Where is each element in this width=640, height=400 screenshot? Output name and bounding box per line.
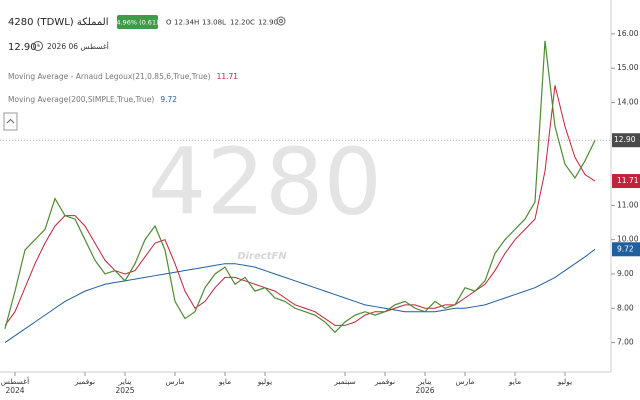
brand: DirectFN [237,251,287,262]
ma-badge [612,174,640,189]
y-tick-label: 8.00 [617,303,634,312]
chevron-icon [6,118,15,124]
price-badge-text: 12.90 [614,135,636,144]
legend-value: 11.71 [217,72,239,81]
y-tick-label: 7.00 [617,338,634,347]
ohlc-label: H [194,19,199,27]
price: 12.90 [8,42,37,53]
ma-badge-text: 9.72 [617,244,634,253]
x-tick-label: مارس [455,377,474,386]
legend-value: 9.72 [160,95,177,104]
watermark: 4280 [148,128,382,235]
price-line [4,40,596,334]
clock-icon [33,41,43,51]
chart-title: 4280 (TDWL) المملكة [8,17,108,28]
ohlc-value: 12.20 [230,19,250,27]
price-badge [612,133,640,148]
y-tick-label: 14.00 [617,98,639,107]
collapse-button[interactable] [3,112,18,131]
y-tick-label: 10.00 [617,235,639,244]
ma-badge-text: 11.71 [617,176,639,185]
x-tick-label: مايو [508,377,521,386]
y-tick-label: 16.00 [617,29,639,38]
ohlc-label: O [166,19,172,27]
ohlc-value: 12.90 [258,19,278,27]
ma-line [4,85,596,326]
ohlc-value: 12.34 [174,19,195,27]
change-badge [117,15,158,29]
y-tick-label: 11.00 [617,200,639,209]
x-tick-label: يناير 2026 [415,377,434,395]
legend-label: Moving Average - Arnaud Legoux(21,0.85,6… [8,72,211,81]
x-tick-label: مارس [165,377,184,386]
y-tick-label: 9.00 [617,269,634,278]
y-tick-label: 15.00 [617,63,639,72]
settings-icon[interactable] [276,16,286,26]
x-tick-label: يوليو [557,377,572,386]
x-tick-label: سبتمبر [333,377,356,386]
x-tick-label: مايو [218,377,231,386]
ohlc-label: C [250,19,255,27]
date: أغسطس 06 2026 [47,41,109,51]
ma-badge [612,242,640,257]
x-tick-label: نوفمبر [74,377,95,386]
ohlc-label: L [222,19,226,27]
x-tick-label: يوليو [257,377,272,386]
change-text: 4.96% (0.61) [116,19,158,27]
x-tick-label: أغسطس 2024 [1,376,29,395]
x-tick-label: يناير 2025 [115,377,134,395]
legend-label: Moving Average(200,SIMPLE,True,True) [8,95,154,104]
ohlc-value: 13.08 [202,19,222,27]
ma-line [4,248,596,343]
x-tick-label: نوفمبر [374,377,395,386]
